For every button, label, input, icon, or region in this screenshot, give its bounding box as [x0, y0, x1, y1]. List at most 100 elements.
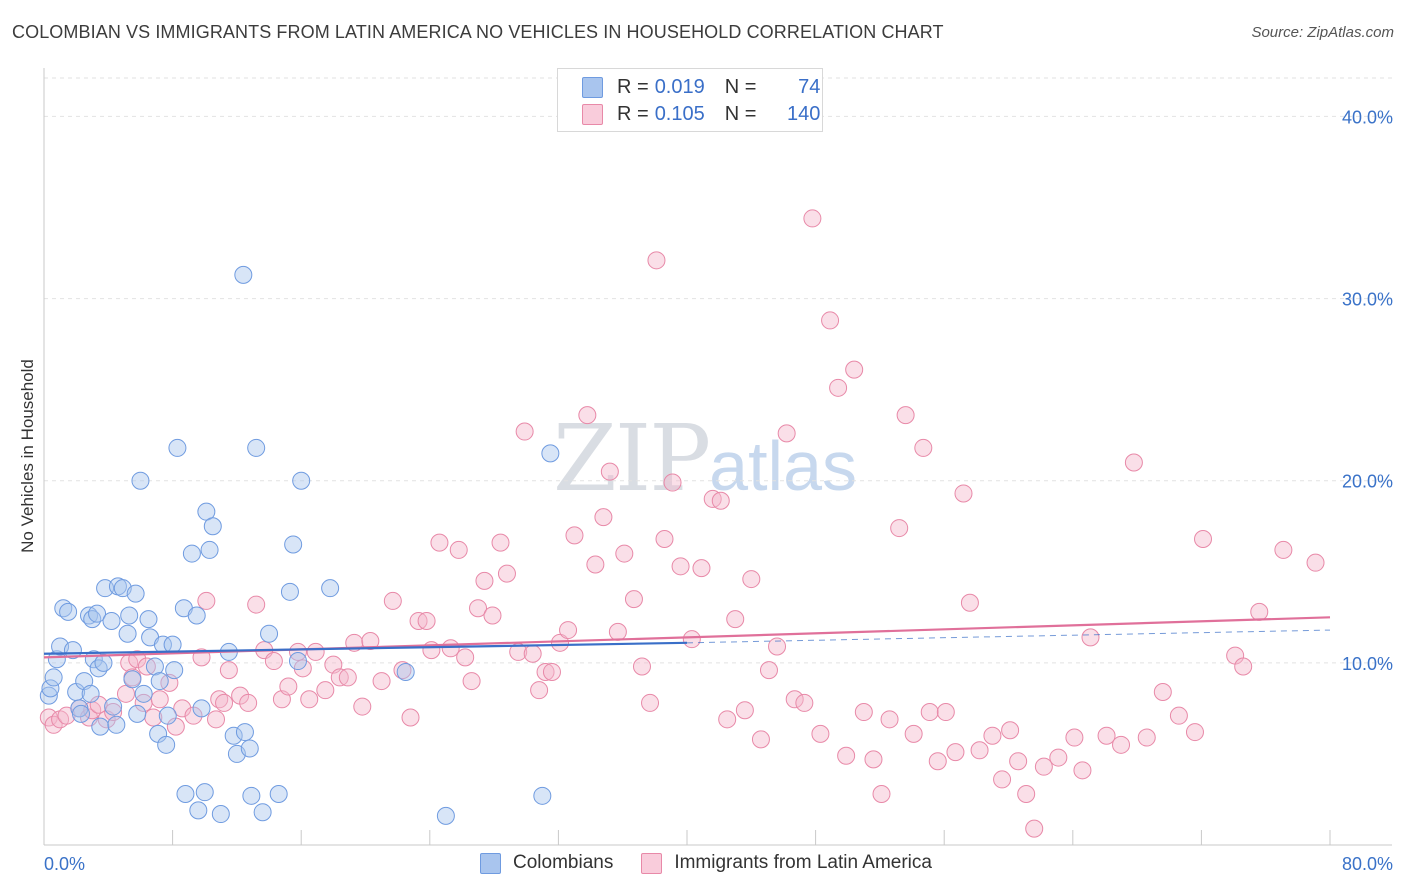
immigrants-point: [795, 693, 814, 712]
immigrants-point: [880, 710, 899, 729]
colombians-point: [280, 582, 299, 601]
immigrants-point: [641, 693, 660, 712]
immigrants-point: [954, 484, 973, 503]
immigrants-point: [456, 648, 475, 667]
immigrants-point: [430, 533, 449, 552]
immigrants-point: [1049, 748, 1068, 767]
immigrants-point: [219, 661, 238, 680]
immigrants-point: [845, 360, 864, 379]
immigrants-point: [316, 681, 335, 700]
immigrants-point: [718, 710, 737, 729]
colombians-point: [107, 715, 126, 734]
immigrants-point: [1001, 721, 1020, 740]
colombians-point: [39, 686, 58, 705]
legend-row-colombians: R = 0.019 N = 74: [582, 74, 820, 100]
immigrants-point: [1065, 728, 1084, 747]
colombians-point: [195, 783, 214, 802]
immigrants-point: [401, 708, 420, 727]
immigrants-point: [559, 621, 578, 640]
legend-r-value: 0.019: [654, 75, 705, 98]
immigrants-point: [338, 668, 357, 687]
immigrants-point: [491, 533, 510, 552]
colombians-point: [131, 471, 150, 490]
immigrants-point: [803, 209, 822, 228]
colombians-point: [189, 801, 208, 820]
immigrants-point: [300, 690, 319, 709]
legend-label-immigrants: Immigrants from Latin America: [674, 852, 932, 873]
immigrants-point: [1274, 540, 1293, 559]
immigrants-point: [1081, 628, 1100, 647]
immigrants-point: [210, 690, 229, 709]
colombians-point: [533, 786, 552, 805]
immigrants-point: [497, 564, 516, 583]
y-tick-label: 10.0%: [1342, 654, 1393, 674]
colombians-point: [176, 785, 195, 803]
colombians-point: [541, 444, 560, 463]
immigrants-point: [361, 632, 380, 650]
colombians-point: [396, 662, 415, 681]
colombians-point: [44, 668, 63, 687]
colombians-point: [120, 606, 139, 625]
immigrants-point: [751, 730, 770, 749]
immigrants-point: [692, 559, 711, 578]
immigrants-point: [239, 693, 258, 712]
y-tick-label: 40.0%: [1342, 107, 1393, 127]
immigrants-point: [1194, 530, 1213, 548]
immigrants-point: [632, 657, 651, 676]
immigrants-point: [864, 750, 883, 769]
y-tick-label: 30.0%: [1342, 290, 1393, 310]
immigrants-series-points: [39, 209, 1325, 838]
legend-row-immigrants: R = 0.105 N = 140: [582, 101, 820, 127]
immigrants-point: [946, 743, 965, 762]
immigrants-point: [655, 530, 674, 548]
legend-label-colombians: Colombians: [513, 852, 614, 873]
legend-n-label: N =: [724, 102, 757, 125]
grid-lines: [44, 77, 1392, 664]
immigrants-point: [615, 544, 634, 563]
immigrants-point: [785, 690, 804, 709]
colombians-series-points: [39, 265, 560, 825]
immigrants-point: [768, 637, 787, 656]
immigrants-point: [173, 699, 192, 718]
immigrants-point: [671, 557, 690, 576]
colombians-point: [288, 652, 307, 671]
immigrants-point: [197, 591, 216, 610]
colombians-point: [235, 723, 254, 742]
immigrants-point: [475, 571, 494, 590]
immigrants-point: [837, 746, 856, 765]
colombians-point: [182, 544, 201, 563]
legend-item-immigrants[interactable]: Immigrants from Latin America: [641, 852, 932, 874]
immigrants-point: [1234, 657, 1253, 676]
immigrants-point: [578, 406, 597, 425]
immigrants-point: [264, 652, 283, 671]
immigrants-point: [896, 406, 915, 425]
immigrants-point: [1073, 761, 1092, 780]
immigrants-point: [288, 642, 307, 661]
immigrants-point: [279, 677, 298, 696]
immigrants-point: [1112, 735, 1131, 754]
immigrants-point: [515, 422, 534, 441]
legend-r-label: R =: [617, 75, 649, 98]
colombians-point: [247, 438, 266, 457]
colombians-point: [234, 265, 253, 284]
colombians-point: [83, 610, 102, 629]
immigrants-point: [960, 593, 979, 612]
y-axis-label: No Vehicles in Household: [18, 359, 37, 553]
immigrants-point: [1009, 752, 1028, 771]
x-tick-label: 0.0%: [44, 854, 85, 874]
colombians-point: [158, 706, 177, 725]
tick-labels: 10.0% 20.0% 30.0% 40.0% 0.0% 80.0%: [44, 107, 1393, 874]
colombians-point: [200, 540, 219, 559]
colombians-point: [134, 684, 153, 703]
immigrants-point: [1137, 728, 1156, 747]
colombians-point: [150, 672, 169, 691]
immigrants-point: [624, 590, 643, 609]
legend-swatch-pink: [582, 103, 603, 125]
watermark-atlas: atlas: [709, 427, 858, 505]
immigrants-point: [914, 438, 933, 457]
legend-item-colombians[interactable]: Colombians: [480, 852, 613, 874]
colombians-point: [203, 517, 222, 536]
legend-r-label: R =: [617, 102, 649, 125]
immigrants-point: [811, 724, 830, 743]
